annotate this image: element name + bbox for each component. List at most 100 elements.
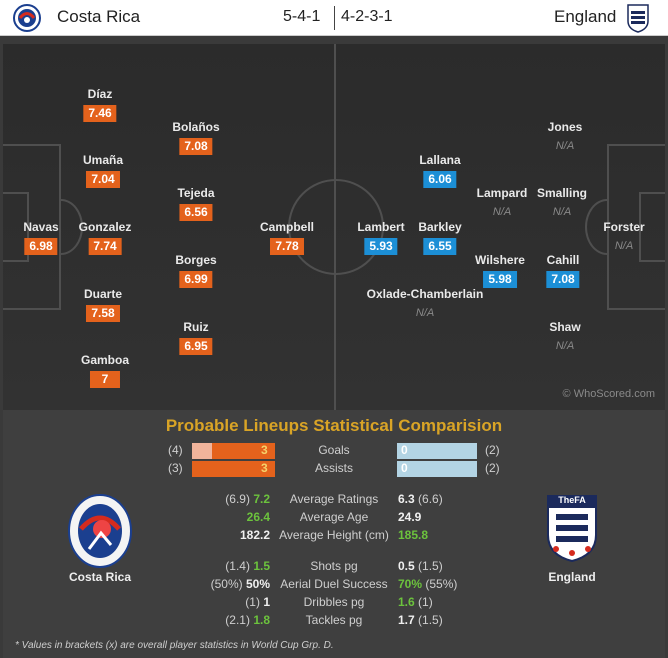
away-goals-bracket: (2) — [485, 443, 500, 457]
player-rating: N/A — [552, 206, 572, 218]
home-goals-value: 3 — [261, 443, 268, 457]
player-oxlade-chamberlain[interactable]: Oxlade-Chamberlain N/A — [367, 287, 484, 322]
player-lambert[interactable]: Lambert 5.93 — [357, 220, 405, 255]
player-rating: N/A — [492, 206, 512, 218]
player-navas[interactable]: Navas 6.98 — [23, 220, 59, 255]
player-cahill[interactable]: Cahill 7.08 — [546, 253, 580, 288]
player-name: Campbell — [259, 220, 315, 234]
player-campbell[interactable]: Campbell 7.78 — [260, 220, 314, 255]
home-stat: 182.2 — [239, 528, 270, 542]
player-rating: 7.78 — [270, 238, 304, 255]
player-umana[interactable]: Umaña 7.04 — [83, 153, 123, 188]
player-shaw[interactable]: Shaw N/A — [549, 320, 580, 355]
home-stat: 1.8 — [253, 613, 270, 627]
stat-row-dribbles: (1) 1 Dribbles pg 1.6 (1) — [3, 595, 665, 611]
stat-row-shots: (1.4) 1.5 Shots pg 0.5 (1.5) — [3, 559, 665, 575]
away-bracket: (6.6) — [418, 492, 443, 506]
player-rating: 7.58 — [86, 305, 120, 322]
stats-comparison: Probable Lineups Statistical Comparision… — [3, 410, 665, 658]
player-rating: 6.55 — [423, 238, 457, 255]
player-tejeda[interactable]: Tejeda 6.56 — [177, 186, 215, 221]
away-team-name[interactable]: England — [554, 7, 617, 26]
stat-label: Aerial Duel Success — [280, 577, 388, 591]
player-rating: N/A — [415, 307, 435, 319]
watermark[interactable]: © WhoScored.com — [562, 388, 655, 400]
player-duarte[interactable]: Duarte 7.58 — [84, 287, 122, 322]
player-lallana[interactable]: Lallana 6.06 — [419, 153, 461, 188]
home-bracket: (1) — [245, 595, 260, 609]
player-bolanos[interactable]: Bolaños 7.08 — [172, 120, 220, 155]
home-goals-bracket: (4) — [168, 443, 183, 457]
player-smalling[interactable]: Smalling N/A — [537, 186, 587, 221]
away-stat: 6.3 — [398, 492, 415, 506]
home-value: (1.4) 1.5 — [225, 559, 270, 573]
away-value: 0.5 (1.5) — [398, 559, 443, 573]
footnote: * Values in brackets (x) are overall pla… — [15, 640, 334, 651]
player-name: Lambert — [357, 220, 405, 234]
player-forster[interactable]: Forster N/A — [603, 220, 644, 255]
away-six-yard-box — [639, 192, 665, 262]
home-stat: 1.5 — [253, 559, 270, 573]
stat-row-average-height: 182.2 Average Height (cm) 185.8 — [3, 528, 665, 544]
player-name: Oxlade-Chamberlain — [366, 287, 484, 301]
away-stat: 1.7 — [398, 613, 415, 627]
away-goals-bar — [397, 443, 477, 459]
player-rating: 6.56 — [179, 204, 213, 221]
home-team-name[interactable]: Costa Rica — [57, 7, 141, 26]
player-name: Lampard — [476, 186, 528, 200]
player-ruiz[interactable]: Ruiz 6.95 — [179, 320, 213, 355]
player-name: Umaña — [82, 153, 124, 167]
away-stat: 185.8 — [398, 528, 429, 542]
home-stat: 50% — [245, 577, 270, 591]
player-lampard[interactable]: Lampard N/A — [477, 186, 528, 221]
away-stat: 0.5 — [398, 559, 415, 573]
player-name: Gonzalez — [78, 220, 132, 234]
home-formation: 5-4-1 — [283, 8, 321, 25]
fa-crest-text: TheFA — [558, 495, 586, 505]
home-penalty-box — [3, 144, 61, 310]
player-name: Tejeda — [177, 186, 215, 200]
home-bracket: (6.9) — [225, 492, 250, 506]
away-assists-bar — [397, 461, 477, 477]
player-name: Barkley — [418, 220, 462, 234]
home-value: (2.1) 1.8 — [225, 613, 270, 627]
stat-row-aerial-duel: (50%) 50% Aerial Duel Success 70% (55%) — [3, 577, 665, 593]
away-value: 1.7 (1.5) — [398, 613, 443, 627]
away-crest-label: England — [548, 570, 596, 584]
player-rating: 5.98 — [483, 271, 517, 288]
assists-row: (3) 3 Assists 0 (2) — [3, 461, 665, 477]
player-rating: 6.99 — [179, 271, 213, 288]
home-goals-bar — [192, 443, 275, 459]
player-gamboa[interactable]: Gamboa 7 — [81, 353, 129, 388]
player-rating: 6.06 — [423, 171, 457, 188]
home-crest-label: Costa Rica — [68, 570, 132, 584]
player-wilshere[interactable]: Wilshere 5.98 — [475, 253, 525, 288]
player-name: Cahill — [546, 253, 580, 267]
player-name: Jones — [547, 120, 583, 134]
stat-label: Dribbles pg — [303, 595, 365, 609]
costa-rica-crest-icon — [13, 4, 41, 32]
home-value: (50%) 50% — [211, 577, 270, 591]
away-value: 1.6 (1) — [398, 595, 433, 609]
player-gonzalez[interactable]: Gonzalez 7.74 — [78, 220, 132, 255]
player-borges[interactable]: Borges 6.99 — [175, 253, 217, 288]
formation-divider — [334, 6, 335, 30]
player-name: Navas — [23, 220, 59, 234]
assists-label: Assists — [314, 461, 353, 475]
player-rating: 7.74 — [88, 238, 122, 255]
stats-title: Probable Lineups Statistical Comparision — [165, 416, 503, 435]
home-assists-bracket: (3) — [168, 461, 183, 475]
player-rating: 6.95 — [179, 338, 213, 355]
costa-rica-federation-crest-icon — [68, 494, 132, 568]
player-barkley[interactable]: Barkley 6.55 — [418, 220, 462, 255]
player-diaz[interactable]: Díaz 7.46 — [83, 87, 117, 122]
player-rating: N/A — [555, 140, 575, 152]
home-stat: 7.2 — [253, 492, 270, 506]
player-jones[interactable]: Jones N/A — [548, 120, 583, 155]
away-formation: 4-2-3-1 — [341, 8, 393, 25]
away-penalty-box — [607, 144, 665, 310]
england-fa-crest-icon — [547, 495, 597, 563]
player-rating: 7 — [89, 371, 120, 388]
away-assists-bracket: (2) — [485, 461, 500, 475]
player-name: Gamboa — [80, 353, 130, 367]
